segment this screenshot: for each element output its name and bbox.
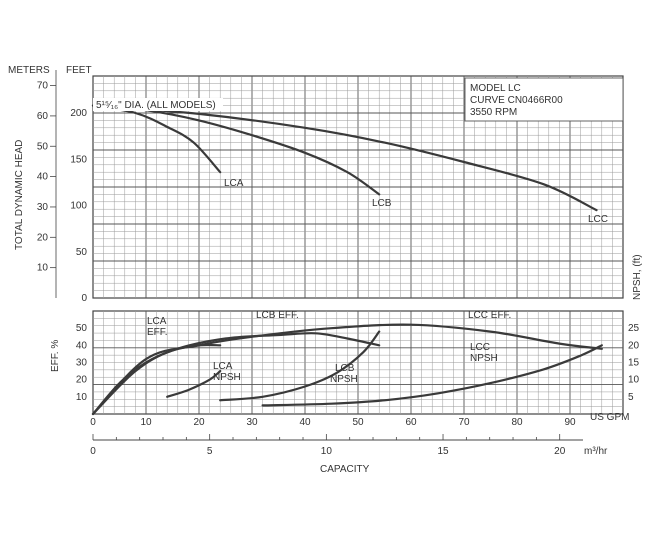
npsh-tick: 5: [628, 392, 634, 403]
curve-layer: [91, 104, 603, 416]
meters-tick: 70: [37, 81, 49, 92]
info-rpm: 3550 RPM: [470, 107, 517, 118]
label-lca-eff-1: LCA: [147, 316, 167, 327]
m3hr-tick: 5: [207, 446, 213, 457]
ylabel-npsh: NPSH, (ft): [632, 254, 643, 300]
meters-tick: 20: [37, 232, 49, 243]
meters-label: METERS: [8, 65, 50, 76]
feet-tick: 200: [70, 108, 87, 119]
info-box: [464, 77, 624, 122]
eff-tick: 20: [76, 375, 88, 386]
gpm-tick: 70: [458, 417, 470, 428]
text-layer: METERS FEET TOTAL DYNAMIC HEAD EFF. % NP…: [8, 65, 643, 475]
m3hr-tick: 0: [90, 446, 96, 457]
feet-tick: 50: [76, 247, 88, 258]
head-curve-lcc: [91, 104, 598, 212]
label-lca-npsh-2: NPSH: [213, 372, 241, 383]
m3hr-tick: 15: [437, 446, 449, 457]
curve-lcc-npsh: [261, 344, 603, 407]
curve-lcc-eff-: [91, 323, 603, 416]
info-model: MODEL LC: [470, 83, 521, 94]
diameter-note-bg: [93, 98, 223, 111]
m3hr-tick: 10: [321, 446, 333, 457]
diameter-note: 5¹⁵⁄₁₆" DIA. (ALL MODELS): [96, 100, 216, 111]
eff-tick: 30: [76, 358, 88, 369]
label-lca-npsh-1: LCA: [213, 361, 233, 372]
meters-tick: 40: [37, 172, 49, 183]
gpm-unit: US GPM: [590, 412, 629, 423]
gpm-tick: 20: [193, 417, 205, 428]
npsh-tick: 10: [628, 375, 640, 386]
m3hr-unit: m³/hr: [584, 446, 608, 457]
feet-tick: 150: [70, 154, 87, 165]
label-lcc: LCC: [588, 214, 608, 225]
label-lcc-eff: LCC EFF.: [468, 310, 511, 321]
meters-tick: 30: [37, 202, 49, 213]
meters-tick: 60: [37, 111, 49, 122]
gpm-tick: 90: [564, 417, 576, 428]
meters-tick: 50: [37, 141, 49, 152]
x-axis-label: CAPACITY: [320, 464, 370, 475]
eff-tick: 50: [76, 323, 88, 334]
meters-tick: 10: [37, 263, 49, 274]
gpm-tick: 50: [352, 417, 364, 428]
feet-label: FEET: [66, 65, 92, 76]
label-lcb: LCB: [372, 198, 392, 209]
gpm-tick: 10: [140, 417, 152, 428]
gpm-tick: 0: [90, 417, 96, 428]
feet-tick: 0: [81, 293, 87, 304]
npsh-tick: 25: [628, 323, 640, 334]
label-lcb-npsh-2: NPSH: [330, 374, 358, 385]
gpm-tick: 40: [299, 417, 311, 428]
npsh-tick: 15: [628, 358, 640, 369]
gpm-tick: 30: [246, 417, 258, 428]
label-lcb-npsh-1: LCB: [335, 363, 355, 374]
eff-tick: 40: [76, 340, 88, 351]
label-lca-eff-2: EFF.: [147, 327, 168, 338]
curve-lcb-npsh: [219, 330, 381, 402]
eff-tick: 10: [76, 392, 88, 403]
gpm-tick: 60: [405, 417, 417, 428]
curve-lca-npsh: [166, 370, 222, 398]
label-lcc-npsh-2: NPSH: [470, 353, 498, 364]
ylabel-head: TOTAL DYNAMIC HEAD: [14, 140, 25, 250]
m3hr-tick: 20: [554, 446, 566, 457]
feet-tick: 100: [70, 201, 87, 212]
label-lcc-npsh-1: LCC: [470, 342, 490, 353]
info-curve: CURVE CN0466R00: [470, 95, 563, 106]
gpm-tick: 80: [511, 417, 523, 428]
npsh-tick: 20: [628, 340, 640, 351]
label-lcb-eff: LCB EFF.: [256, 310, 299, 321]
ylabel-eff: EFF. %: [50, 340, 61, 372]
label-lca: LCA: [224, 178, 244, 189]
